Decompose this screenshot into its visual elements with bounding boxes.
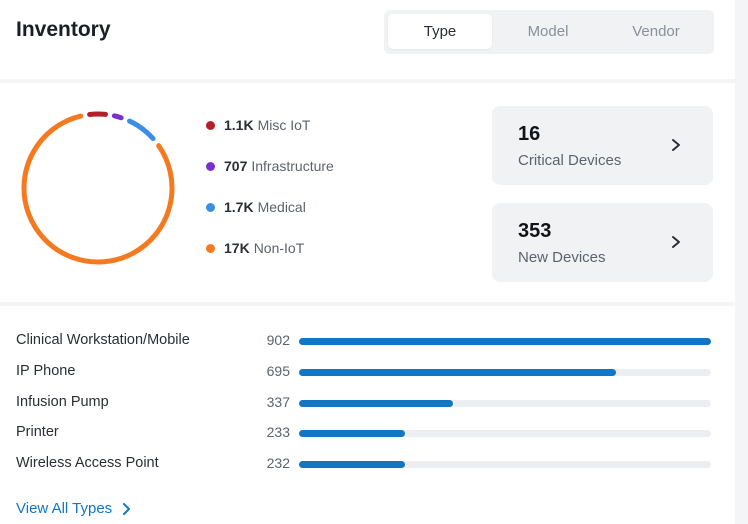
type-bar-track — [299, 430, 711, 437]
divider — [0, 79, 735, 83]
chevron-right-icon — [123, 502, 131, 515]
tab-vendor[interactable]: Vendor — [632, 23, 680, 40]
type-label: Infusion Pump — [16, 394, 109, 410]
legend-item-infrastructure: 707 Infrastructure — [206, 158, 334, 174]
type-bar-fill — [299, 369, 617, 376]
type-bar-track — [299, 369, 711, 376]
legend-dot — [206, 120, 215, 130]
type-label: Wireless Access Point — [16, 455, 159, 471]
new-devices-label: New Devices — [518, 249, 606, 266]
chevron-right-icon — [672, 139, 680, 151]
tab-type[interactable]: Type — [388, 14, 492, 49]
legend-value: 707 — [224, 158, 248, 174]
type-count: 232 — [266, 455, 290, 471]
type-bar-fill — [299, 461, 405, 468]
device-donut-chart — [21, 111, 175, 265]
legend-item-misc-iot: 1.1K Misc IoT — [206, 117, 310, 133]
type-bar-fill — [299, 430, 406, 437]
type-label: IP Phone — [16, 363, 76, 379]
legend-dot — [206, 202, 215, 212]
type-count: 695 — [266, 363, 290, 379]
legend-label: Non-IoT — [253, 240, 305, 256]
tab-model[interactable]: Model — [527, 23, 569, 40]
type-bar-track — [299, 400, 711, 407]
legend-value: 17K — [224, 240, 250, 256]
type-row[interactable]: Printer 233 — [16, 423, 716, 443]
type-count: 337 — [266, 394, 290, 410]
type-bar-fill — [299, 400, 453, 407]
type-bar-track — [299, 461, 711, 468]
page-title: Inventory — [16, 18, 111, 41]
legend-label: Infrastructure — [251, 158, 334, 174]
type-count: 902 — [266, 332, 290, 348]
type-label: Clinical Workstation/Mobile — [16, 332, 190, 348]
critical-devices-card[interactable]: 16 Critical Devices — [492, 106, 713, 185]
divider — [0, 302, 735, 306]
view-all-types-label: View All Types — [16, 500, 113, 517]
page-edge — [735, 0, 748, 524]
critical-devices-label: Critical Devices — [518, 152, 622, 169]
type-bar-fill — [299, 338, 711, 345]
legend-label: Misc IoT — [257, 117, 311, 133]
type-count: 233 — [266, 424, 290, 440]
legend-label: Medical — [257, 199, 306, 215]
legend-dot — [206, 243, 215, 253]
type-bar-track — [299, 338, 711, 345]
legend-value: 1.1K — [224, 117, 254, 133]
donut-slice-medical — [127, 118, 156, 142]
legend-item-medical: 1.7K Medical — [206, 199, 306, 215]
donut-slice-infrastructure — [111, 113, 124, 121]
critical-devices-count: 16 — [518, 123, 541, 145]
type-row[interactable]: IP Phone 695 — [16, 362, 716, 382]
new-devices-card[interactable]: 353 New Devices — [492, 203, 713, 282]
donut-slice-non-iot — [21, 113, 175, 265]
legend-value: 1.7K — [224, 199, 254, 215]
view-all-types-link[interactable]: View All Types — [16, 500, 132, 517]
type-label: Printer — [16, 424, 59, 440]
legend-dot — [206, 161, 215, 171]
chevron-right-icon — [672, 236, 680, 248]
type-row[interactable]: Infusion Pump 337 — [16, 393, 716, 413]
new-devices-count: 353 — [518, 220, 552, 242]
view-toggle: Type Model Vendor — [384, 10, 714, 54]
legend-item-non-iot: 17K Non-IoT — [206, 240, 304, 256]
type-row[interactable]: Clinical Workstation/Mobile 902 — [16, 331, 716, 351]
type-row[interactable]: Wireless Access Point 232 — [16, 454, 716, 474]
